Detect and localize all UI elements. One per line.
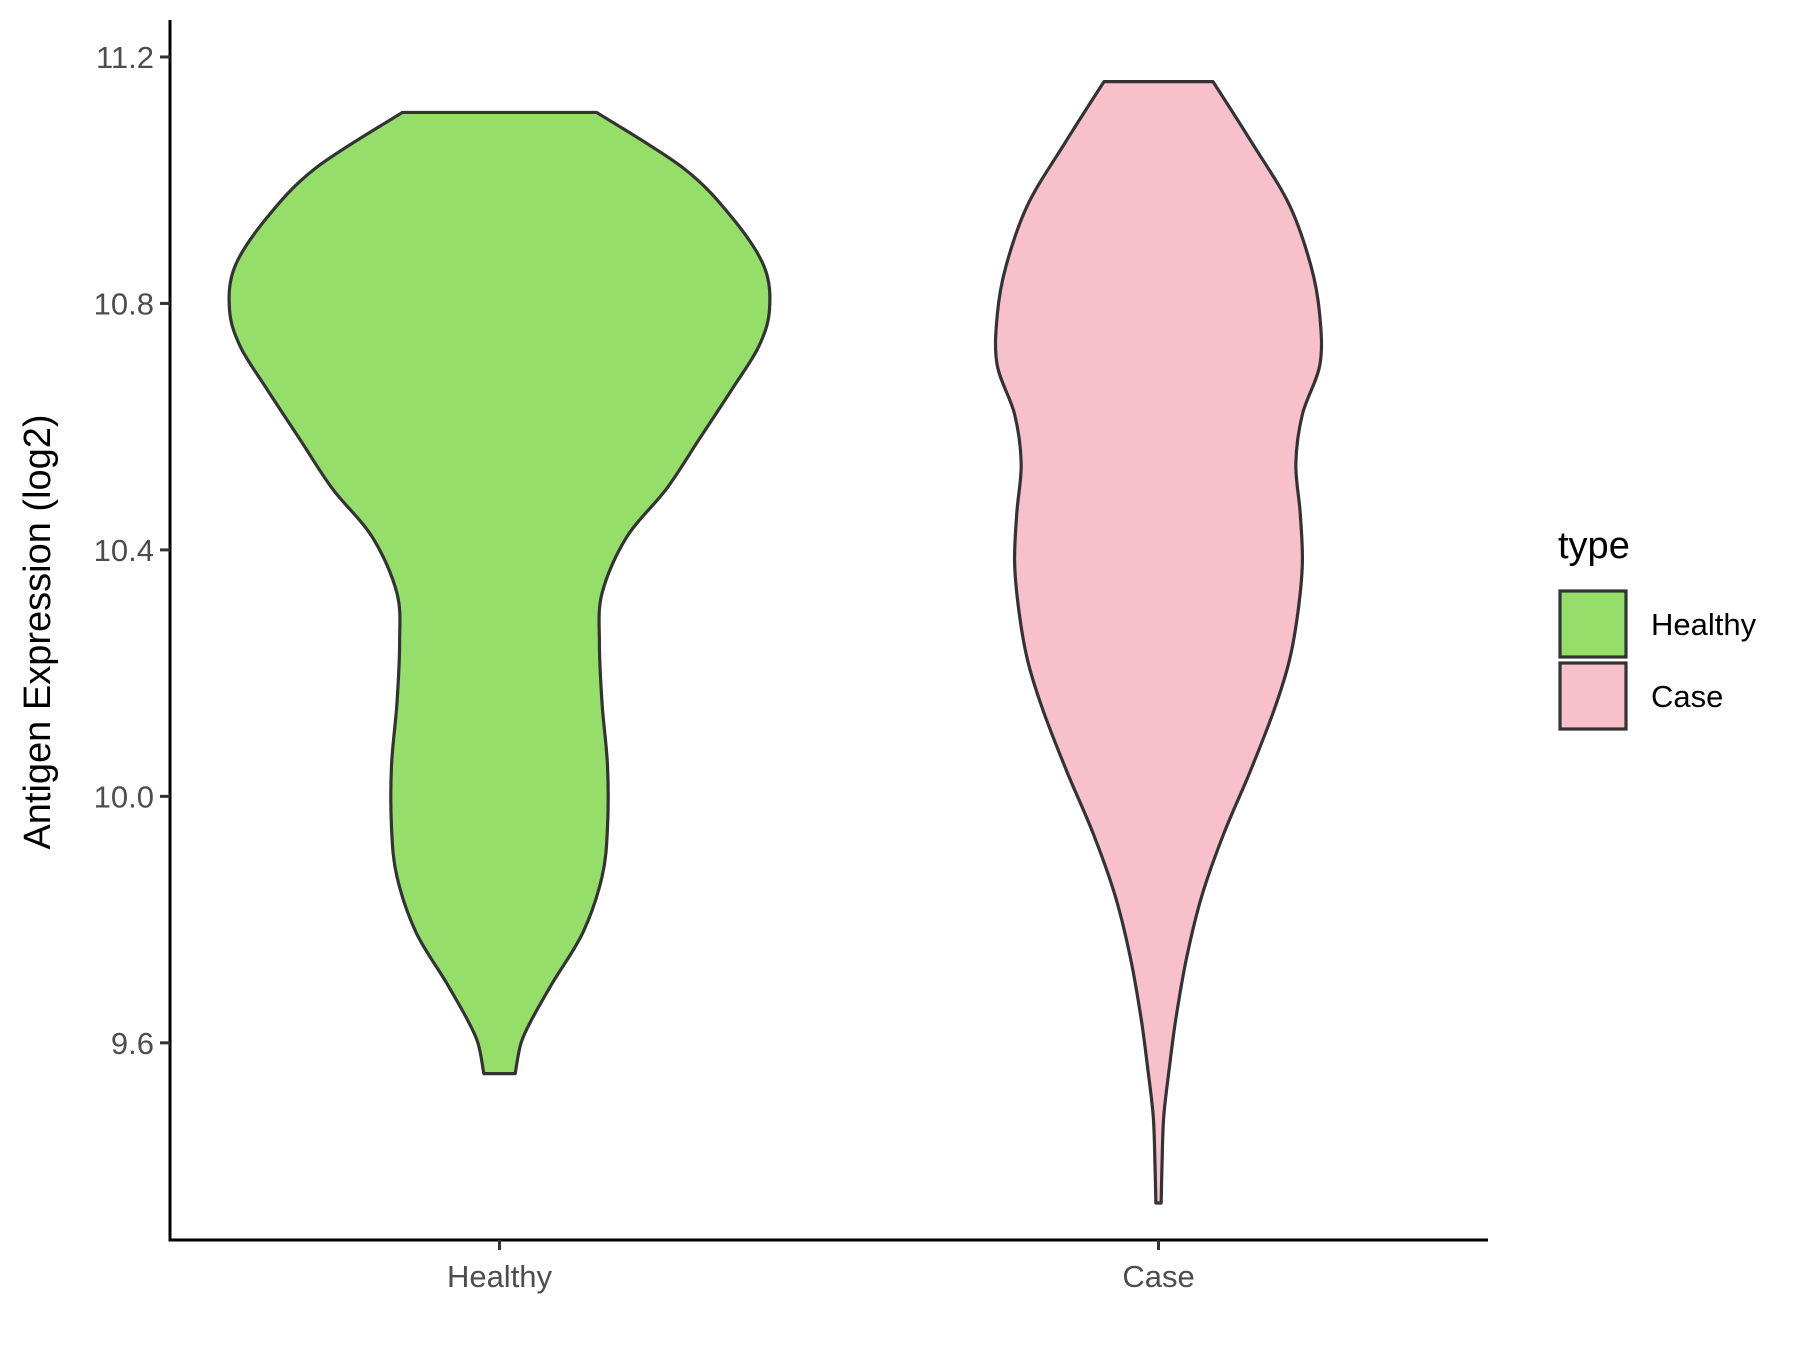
legend-title: type <box>1558 525 1630 567</box>
legend-key-healthy <box>1558 589 1628 659</box>
y-tick-label: 10.8 <box>94 286 154 321</box>
violins-group <box>227 80 1324 1205</box>
legend-label-healthy: Healthy <box>1651 607 1757 642</box>
y-tick-label: 10.0 <box>94 779 154 814</box>
y-tick-label: 9.6 <box>111 1026 154 1061</box>
x-tick-label: Case <box>1122 1259 1194 1294</box>
legend: type Healthy Case <box>1558 525 1757 731</box>
legend-label-case: Case <box>1651 679 1723 714</box>
legend-key-case <box>1558 661 1628 731</box>
x-tick-label: Healthy <box>447 1259 553 1294</box>
violin-healthy <box>227 110 772 1076</box>
y-tick-label: 11.2 <box>96 40 154 75</box>
axes-group: 9.6 10.0 10.4 10.8 11.2 Healthy Case <box>94 20 1488 1294</box>
y-tick-label: 10.4 <box>94 533 154 568</box>
violin-case <box>993 80 1324 1205</box>
y-axis-title: Antigen Expression (log2) <box>17 414 59 849</box>
